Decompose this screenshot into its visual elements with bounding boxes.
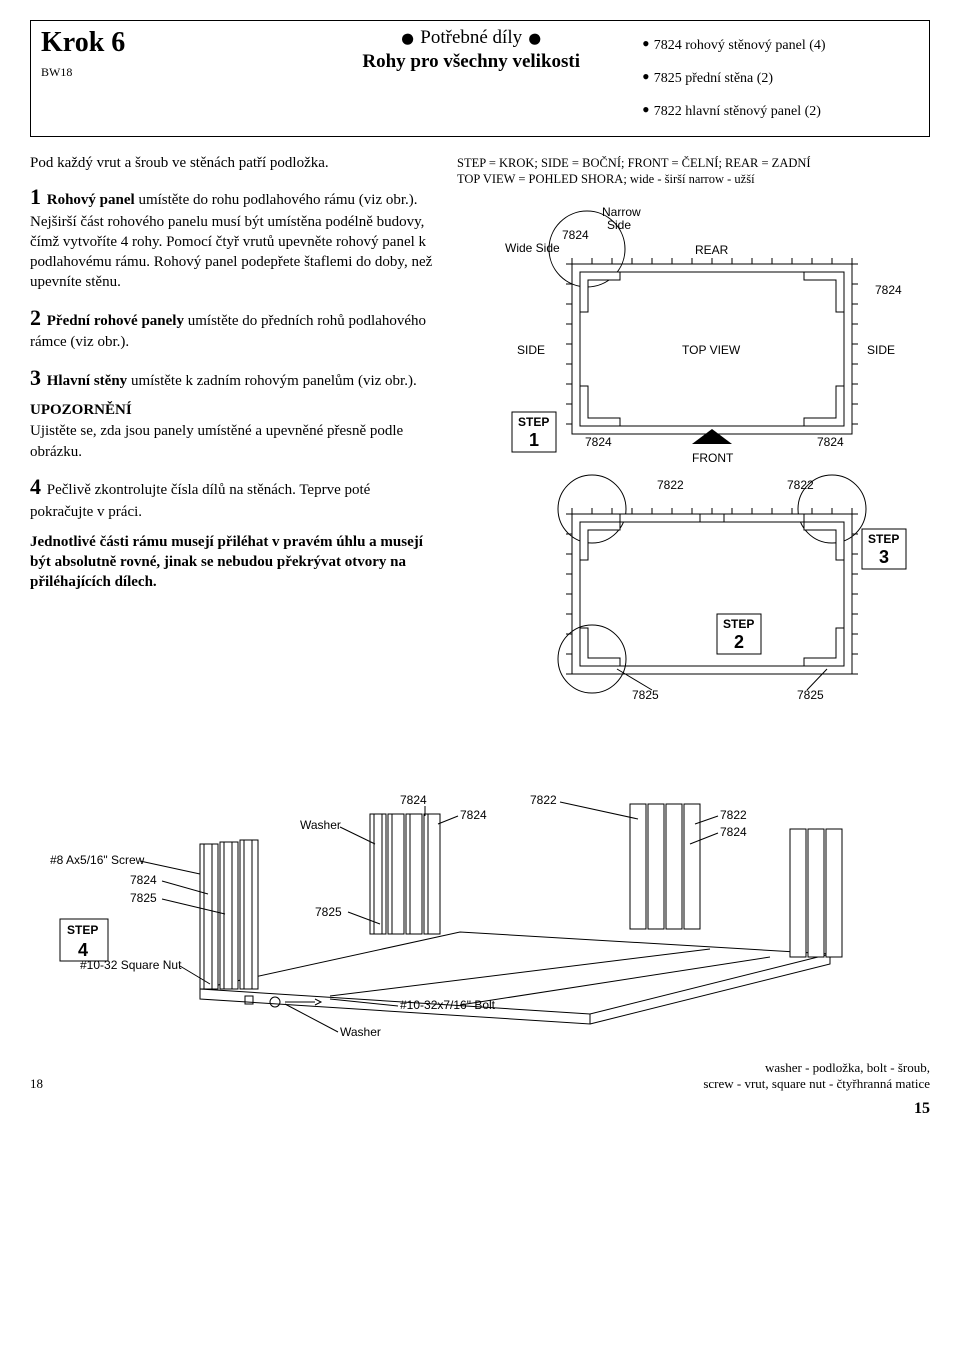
step-2: 2 Přední rohové panely umístěte do předn…: [30, 303, 435, 353]
parts-needed-label: ● Potřebné díly ●: [304, 27, 638, 49]
step-4: 4 Pečlivě zkontrolujte čísla dílů na stě…: [30, 472, 435, 522]
label-7825: 7825: [130, 891, 157, 905]
legend-text: STEP = KROK; SIDE = BOČNÍ; FRONT = ČELNÍ…: [457, 155, 952, 188]
label-7822: 7822: [787, 478, 814, 492]
instruction-column: Pod každý vrut a šroub ve stěnách patří …: [30, 155, 435, 714]
label-washer: Washer: [300, 818, 341, 832]
legend-line: TOP VIEW = POHLED SHORA; wide - širší na…: [457, 171, 952, 187]
label-7825: 7825: [315, 905, 342, 919]
label-step: STEP: [67, 923, 98, 937]
label-front: FRONT: [692, 451, 734, 465]
label-top-view: TOP VIEW: [682, 343, 741, 357]
step-lead: Rohový panel: [47, 192, 135, 208]
step-number: 3: [30, 365, 41, 390]
step-3: 3 Hlavní stěny umístěte k zadním rohovým…: [30, 363, 435, 393]
label-7824: 7824: [585, 435, 612, 449]
warning-text: Ujistěte se, zda jsou panely umístěné a …: [30, 421, 435, 462]
label-washer: Washer: [340, 1025, 381, 1039]
label-7824: 7824: [130, 873, 157, 887]
subtitle: Rohy pro všechny velikosti: [304, 51, 638, 73]
step-lead: Hlavní stěny: [47, 373, 127, 389]
label-narrow: Narrow: [602, 205, 641, 219]
label-7824: 7824: [817, 435, 844, 449]
step-lead: Přední rohové panely: [47, 313, 184, 329]
label-7825: 7825: [797, 688, 824, 702]
label-7824: 7824: [400, 793, 427, 807]
footer-glossary: washer - podložka, bolt - šroub, screw -…: [435, 1060, 930, 1092]
step-body: umístěte k zadním rohovým panelům (viz o…: [127, 373, 417, 389]
step-number: 4: [30, 474, 41, 499]
step-number: 1: [30, 184, 41, 209]
legend-line: STEP = KROK; SIDE = BOČNÍ; FRONT = ČELNÍ…: [457, 155, 952, 171]
page-number: 15: [30, 1100, 930, 1118]
label-step-2: 2: [734, 632, 744, 652]
intro-text: Pod každý vrut a šroub ve stěnách patří …: [30, 155, 435, 172]
doc-code: BW18: [41, 65, 304, 80]
parts-label-text: Potřebné díly: [420, 27, 522, 48]
label-7822: 7822: [530, 793, 557, 807]
label-step-3: 3: [879, 547, 889, 567]
step-1: 1 Rohový panel umístěte do rohu podlahov…: [30, 182, 435, 293]
label-7824: 7824: [720, 825, 747, 839]
header-mid: ● Potřebné díly ● Rohy pro všechny velik…: [304, 27, 638, 126]
bottom-diagram: #8 Ax5/16" Screw 7824 7825 #10-32 Square…: [30, 744, 930, 1044]
step-number: 2: [30, 305, 41, 330]
footer: 18 washer - podložka, bolt - šroub, scre…: [30, 1060, 930, 1092]
label-wide-side: Wide Side: [505, 241, 560, 255]
parts-list: 7824 rohový stěnový panel (4) 7825 předn…: [638, 27, 919, 126]
label-screw: #8 Ax5/16" Screw: [50, 853, 145, 867]
bullet-icon: ●: [400, 24, 416, 53]
header-box: Krok 6 BW18 ● Potřebné díly ● Rohy pro v…: [30, 20, 930, 137]
step-body: Pečlivě zkontrolujte čísla dílů na stěná…: [30, 482, 370, 520]
label-step: STEP: [518, 415, 549, 429]
label-step-1: 1: [529, 430, 539, 450]
top-diagram: Narrow Side Wide Side 7824: [457, 194, 952, 714]
label-rear: REAR: [695, 243, 729, 257]
label-7824: 7824: [562, 228, 589, 242]
label-7824: 7824: [460, 808, 487, 822]
figure-column: STEP = KROK; SIDE = BOČNÍ; FRONT = ČELNÍ…: [457, 155, 952, 714]
label-step: STEP: [723, 617, 754, 631]
main-content: Pod každý vrut a šroub ve stěnách patří …: [30, 155, 930, 714]
part-item: 7825 přední stěna (2): [642, 60, 919, 93]
label-7822: 7822: [657, 478, 684, 492]
label-side: SIDE: [867, 343, 895, 357]
part-item: 7822 hlavní stěnový panel (2): [642, 93, 919, 126]
bullet-icon: ●: [527, 24, 543, 53]
final-note: Jednotlivé části rámu musejí přiléhat v …: [30, 532, 435, 593]
label-side: SIDE: [517, 343, 545, 357]
label-7824: 7824: [875, 283, 902, 297]
label-step-4: 4: [78, 940, 88, 960]
label-side-small: Side: [607, 218, 631, 232]
warning-title: UPOZORNĚNÍ: [30, 402, 435, 419]
step-title: Krok 6: [41, 27, 304, 59]
label-7822: 7822: [720, 808, 747, 822]
label-7825: 7825: [632, 688, 659, 702]
label-step: STEP: [868, 532, 899, 546]
footer-left-num: 18: [30, 1076, 43, 1092]
header-left: Krok 6 BW18: [41, 27, 304, 126]
label-bolt: #10-32x7/16" Bolt: [400, 998, 496, 1012]
part-item: 7824 rohový stěnový panel (4): [642, 27, 919, 60]
